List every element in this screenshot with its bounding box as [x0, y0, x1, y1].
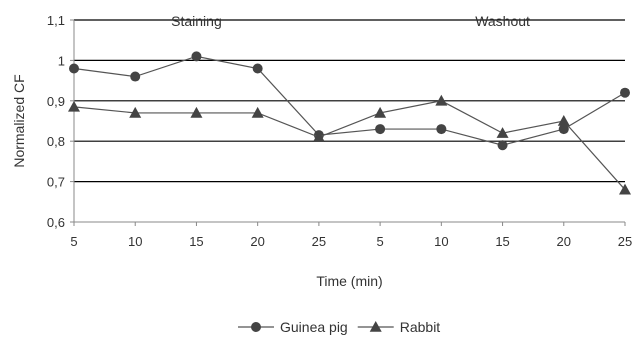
x-tick-label: 20 [250, 234, 264, 249]
y-tick-label: 1,1 [47, 13, 65, 28]
data-point [252, 63, 263, 74]
x-tick-label: 15 [189, 234, 203, 249]
y-tick-label: 0,8 [47, 134, 65, 149]
data-point [68, 100, 80, 112]
data-point [435, 94, 448, 106]
axes [70, 19, 626, 226]
data-point [436, 124, 447, 135]
annotation-label: Staining [171, 13, 222, 29]
data-point [620, 87, 630, 98]
legend-marker [251, 322, 261, 332]
x-tick-labels: 5 10 15 20 25 5 10 15 20 25 [70, 234, 632, 249]
series-line [73, 100, 626, 191]
x-axis-title: Time (min) [316, 273, 382, 289]
data-point [374, 106, 387, 118]
x-tick-label: 20 [557, 234, 571, 249]
data-point [497, 140, 508, 151]
series-2 [68, 94, 631, 195]
series-line [73, 55, 626, 146]
y-tick-label: 0,6 [47, 215, 65, 230]
data-point [69, 63, 79, 74]
data-point [129, 106, 142, 118]
data-point [557, 115, 570, 126]
y-tick-label: 0,9 [47, 94, 65, 109]
legend: Guinea pig Rabbit [238, 319, 440, 335]
data-point [190, 106, 203, 118]
y-tick-label: 1 [58, 53, 65, 68]
legend-item: Rabbit [357, 319, 441, 335]
legend-label: Guinea pig [280, 319, 348, 335]
x-tick-label: 25 [618, 234, 632, 249]
y-tick-labels: 0,6 0,7 0,8 0,9 1 1,1 [47, 13, 65, 230]
x-tick-label: 5 [70, 234, 77, 249]
data-point [375, 124, 386, 135]
series-group [68, 51, 631, 195]
data-point [619, 183, 631, 195]
data-point [496, 127, 509, 138]
x-tick-label: 25 [312, 234, 326, 249]
legend-label: Rabbit [400, 319, 441, 335]
x-tick-label: 15 [495, 234, 509, 249]
legend-marker [369, 321, 382, 332]
annotation-label: Washout [475, 13, 530, 29]
annotations: Staining Washout [171, 13, 530, 29]
legend-item: Guinea pig [238, 319, 348, 335]
series-1 [69, 51, 630, 151]
x-tick-label: 10 [128, 234, 142, 249]
data-point [558, 124, 569, 135]
data-point [130, 71, 141, 82]
y-axis-title: Normalized CF [11, 74, 27, 167]
data-point [312, 131, 325, 142]
x-tick-label: 5 [376, 234, 383, 249]
x-tick-label: 10 [434, 234, 448, 249]
data-point [191, 51, 202, 62]
grid-lines [74, 19, 625, 183]
y-tick-label: 0,7 [47, 175, 65, 190]
data-point [251, 106, 264, 118]
